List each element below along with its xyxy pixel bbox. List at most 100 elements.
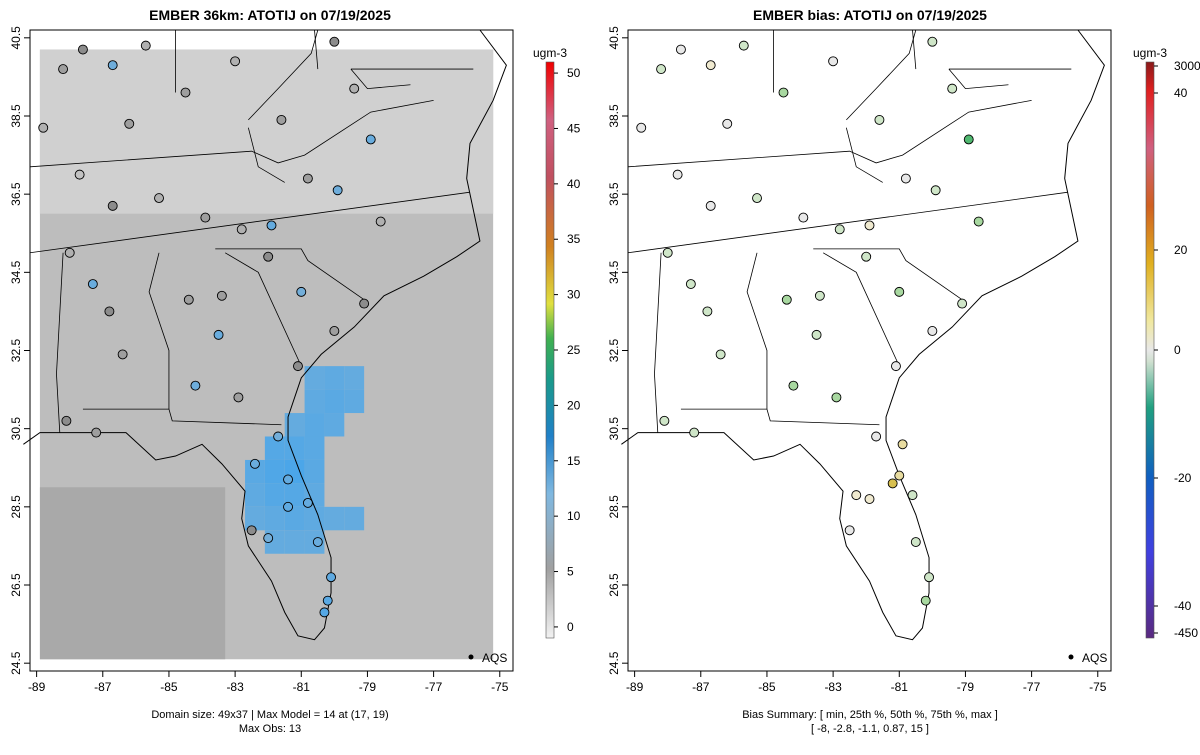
- aqs-site-point: [871, 431, 882, 442]
- colorbar-tick-label: 20: [1174, 243, 1188, 257]
- aqs-site-point: [874, 114, 885, 125]
- aqs-site-point: [322, 595, 333, 606]
- state-boundary: [627, 99, 1032, 168]
- aqs-site-point: [61, 415, 72, 426]
- y-tick-label: 26.5: [607, 573, 621, 597]
- aqs-site-point: [38, 122, 49, 133]
- colorbar-tick-label: 40: [1174, 86, 1188, 100]
- bias-axes: -89 -87 -85 -83 -81 -79 -77 -75 40.5 38.5 36.5 34.5…: [607, 26, 1112, 694]
- model-map: [23, 29, 507, 660]
- colorbar-ramp: [545, 61, 555, 639]
- aqs-site-point: [266, 220, 277, 231]
- aqs-site-point: [811, 329, 822, 340]
- state-boundary: [680, 408, 880, 426]
- aqs-site-point: [326, 572, 336, 583]
- x-tick-label: -79: [957, 680, 975, 694]
- aqs-site-point: [798, 212, 809, 223]
- aqs-site-point: [283, 474, 293, 485]
- colorbar-tick-label: 15: [567, 454, 581, 468]
- colorbar-tick-label: 0: [567, 620, 574, 634]
- aqs-site-point: [250, 458, 260, 469]
- aqs-site-point: [778, 87, 789, 98]
- model-grid-cell: [324, 366, 345, 390]
- state-boundary: [948, 68, 1009, 90]
- aqs-site-point: [230, 56, 241, 67]
- colorbar-tick-label: 25: [567, 343, 581, 357]
- aqs-site-point: [672, 169, 683, 180]
- state-boundary: [248, 29, 319, 121]
- model-axes: -89 -87 -85 -83 -81 -79 -77 -75 40.5 38.5 36.5 34.5…: [9, 26, 514, 694]
- aqs-site-point: [864, 494, 875, 504]
- state-boundary: [822, 252, 900, 367]
- x-tick-label: -87: [94, 680, 112, 694]
- aqs-legend-label: AQS: [1082, 651, 1107, 665]
- aqs-site-point: [302, 497, 313, 508]
- bias-footer-line-1: Bias Summary: [ min, 25th %, 50th %, 75t…: [742, 709, 998, 721]
- model-grid-cell: [264, 459, 285, 484]
- colorbar-ramp: [1145, 61, 1155, 639]
- aqs-site-point: [831, 392, 842, 403]
- x-tick-label: -81: [293, 680, 311, 694]
- aqs-site-point: [263, 533, 274, 544]
- state-boundary: [846, 29, 917, 121]
- model-grid-cell: [245, 506, 265, 531]
- aqs-site-point: [715, 349, 726, 360]
- aqs-site-point: [702, 306, 713, 317]
- aqs-site-point: [662, 247, 673, 258]
- model-title: EMBER 36km: ATOTIJ on 07/19/2025: [149, 7, 391, 23]
- aqs-site-point: [64, 247, 75, 258]
- state-boundary: [746, 252, 768, 410]
- y-tick-label: 38.5: [9, 104, 23, 128]
- aqs-site-point: [927, 326, 938, 336]
- aqs-legend-marker: [468, 654, 474, 660]
- aqs-site-point: [273, 431, 284, 442]
- model-footer-line-1: Domain size: 49x37 | Max Model = 14 at (…: [151, 709, 388, 721]
- y-tick-label: 30.5: [9, 417, 23, 441]
- model-colorbar-unit: ugm-3: [533, 46, 567, 60]
- y-tick-label: 26.5: [9, 573, 23, 597]
- bias-panel: EMBER bias: ATOTIJ on 07/19/2025 -89 -87-…: [607, 7, 1200, 735]
- y-tick-label: 34.5: [607, 260, 621, 284]
- state-boundary: [654, 252, 662, 433]
- aqs-site-point: [329, 326, 340, 336]
- aqs-site-point: [200, 212, 211, 223]
- x-tick-label: -85: [758, 680, 776, 694]
- state-boundary: [29, 99, 434, 168]
- model-field-band-gulf: [39, 487, 226, 660]
- colorbar-tick-label: 35: [567, 232, 581, 246]
- aqs-site-point: [957, 298, 968, 309]
- y-tick-label: 28.5: [9, 495, 23, 519]
- model-grid-cell: [304, 506, 325, 531]
- bias-colorbar-unit: ugm-3: [1133, 46, 1167, 60]
- aqs-site-point: [236, 224, 247, 235]
- x-tick-label: -79: [359, 680, 377, 694]
- aqs-site-point: [124, 118, 135, 129]
- aqs-site-point: [329, 36, 340, 47]
- state-boundary: [627, 191, 1069, 254]
- model-grid-cell: [284, 483, 305, 507]
- aqs-site-point: [74, 169, 85, 180]
- aqs-site-point: [216, 290, 227, 301]
- aqs-site-point: [349, 83, 360, 94]
- aqs-site-point: [107, 60, 118, 71]
- aqs-site-point: [689, 427, 700, 438]
- aqs-site-point: [180, 87, 191, 98]
- model-grid-cell: [304, 436, 325, 460]
- aqs-legend-label: AQS: [482, 651, 507, 665]
- aqs-site-point: [752, 193, 762, 204]
- aqs-site-point: [900, 173, 911, 184]
- aqs-site-point: [861, 251, 872, 262]
- aqs-site-point: [844, 525, 855, 536]
- aqs-site-point: [283, 501, 293, 512]
- aqs-site-point: [722, 118, 733, 129]
- aqs-site-point: [276, 114, 287, 125]
- aqs-site-point: [246, 525, 257, 536]
- x-tick-label: -89: [626, 680, 644, 694]
- aqs-site-point: [91, 427, 102, 438]
- coastline: [23, 29, 507, 641]
- aqs-site-point: [293, 361, 303, 372]
- model-field-band-north: [39, 49, 494, 214]
- state-boundary: [215, 248, 365, 301]
